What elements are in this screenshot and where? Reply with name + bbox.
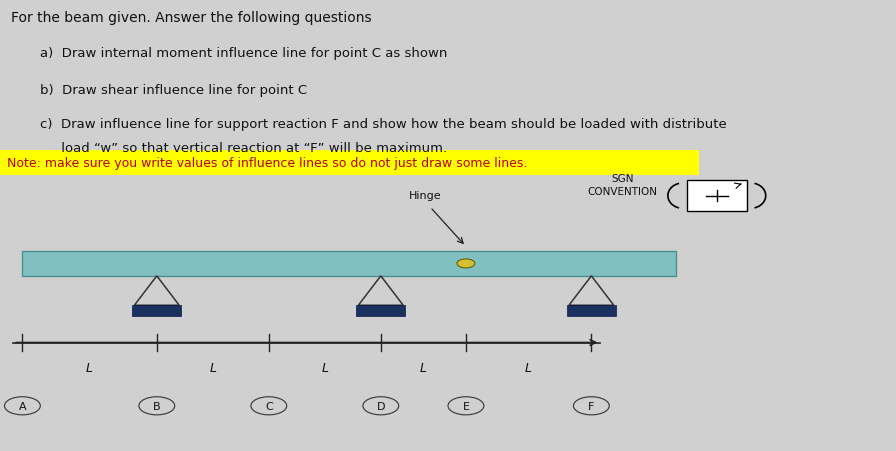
Text: A: A [19,401,26,411]
Text: load “w” so that vertical reaction at “F” will be maximum.: load “w” so that vertical reaction at “F… [40,142,447,155]
Text: L: L [420,361,426,374]
Text: F: F [588,401,595,411]
Text: SGN: SGN [611,173,634,183]
Text: CONVENTION: CONVENTION [588,187,658,197]
Text: E: E [462,401,470,411]
Bar [22,252,676,276]
Text: L: L [322,361,328,374]
Text: For the beam given. Answer the following questions: For the beam given. Answer the following… [11,11,371,25]
Text: L: L [210,361,216,374]
Text: D: D [376,401,385,411]
FancyBboxPatch shape [686,181,747,212]
Text: a)  Draw internal moment influence line for point C as shown: a) Draw internal moment influence line f… [40,47,448,60]
Text: Hinge: Hinge [409,191,442,201]
Text: b)  Draw shear influence line for point C: b) Draw shear influence line for point C [40,83,307,97]
Text: L: L [525,361,532,374]
Bar [567,306,616,317]
Text: B: B [153,401,160,411]
Bar [0,151,699,176]
Text: c)  Draw influence line for support reaction F and show how the beam should be l: c) Draw influence line for support react… [40,117,727,130]
Bar [133,306,181,317]
Text: Note: make sure you write values of influence lines so do not just draw some lin: Note: make sure you write values of infl… [7,157,528,170]
Text: L: L [86,361,93,374]
Bar [357,306,405,317]
Text: C: C [265,401,272,411]
Circle shape [457,259,475,268]
